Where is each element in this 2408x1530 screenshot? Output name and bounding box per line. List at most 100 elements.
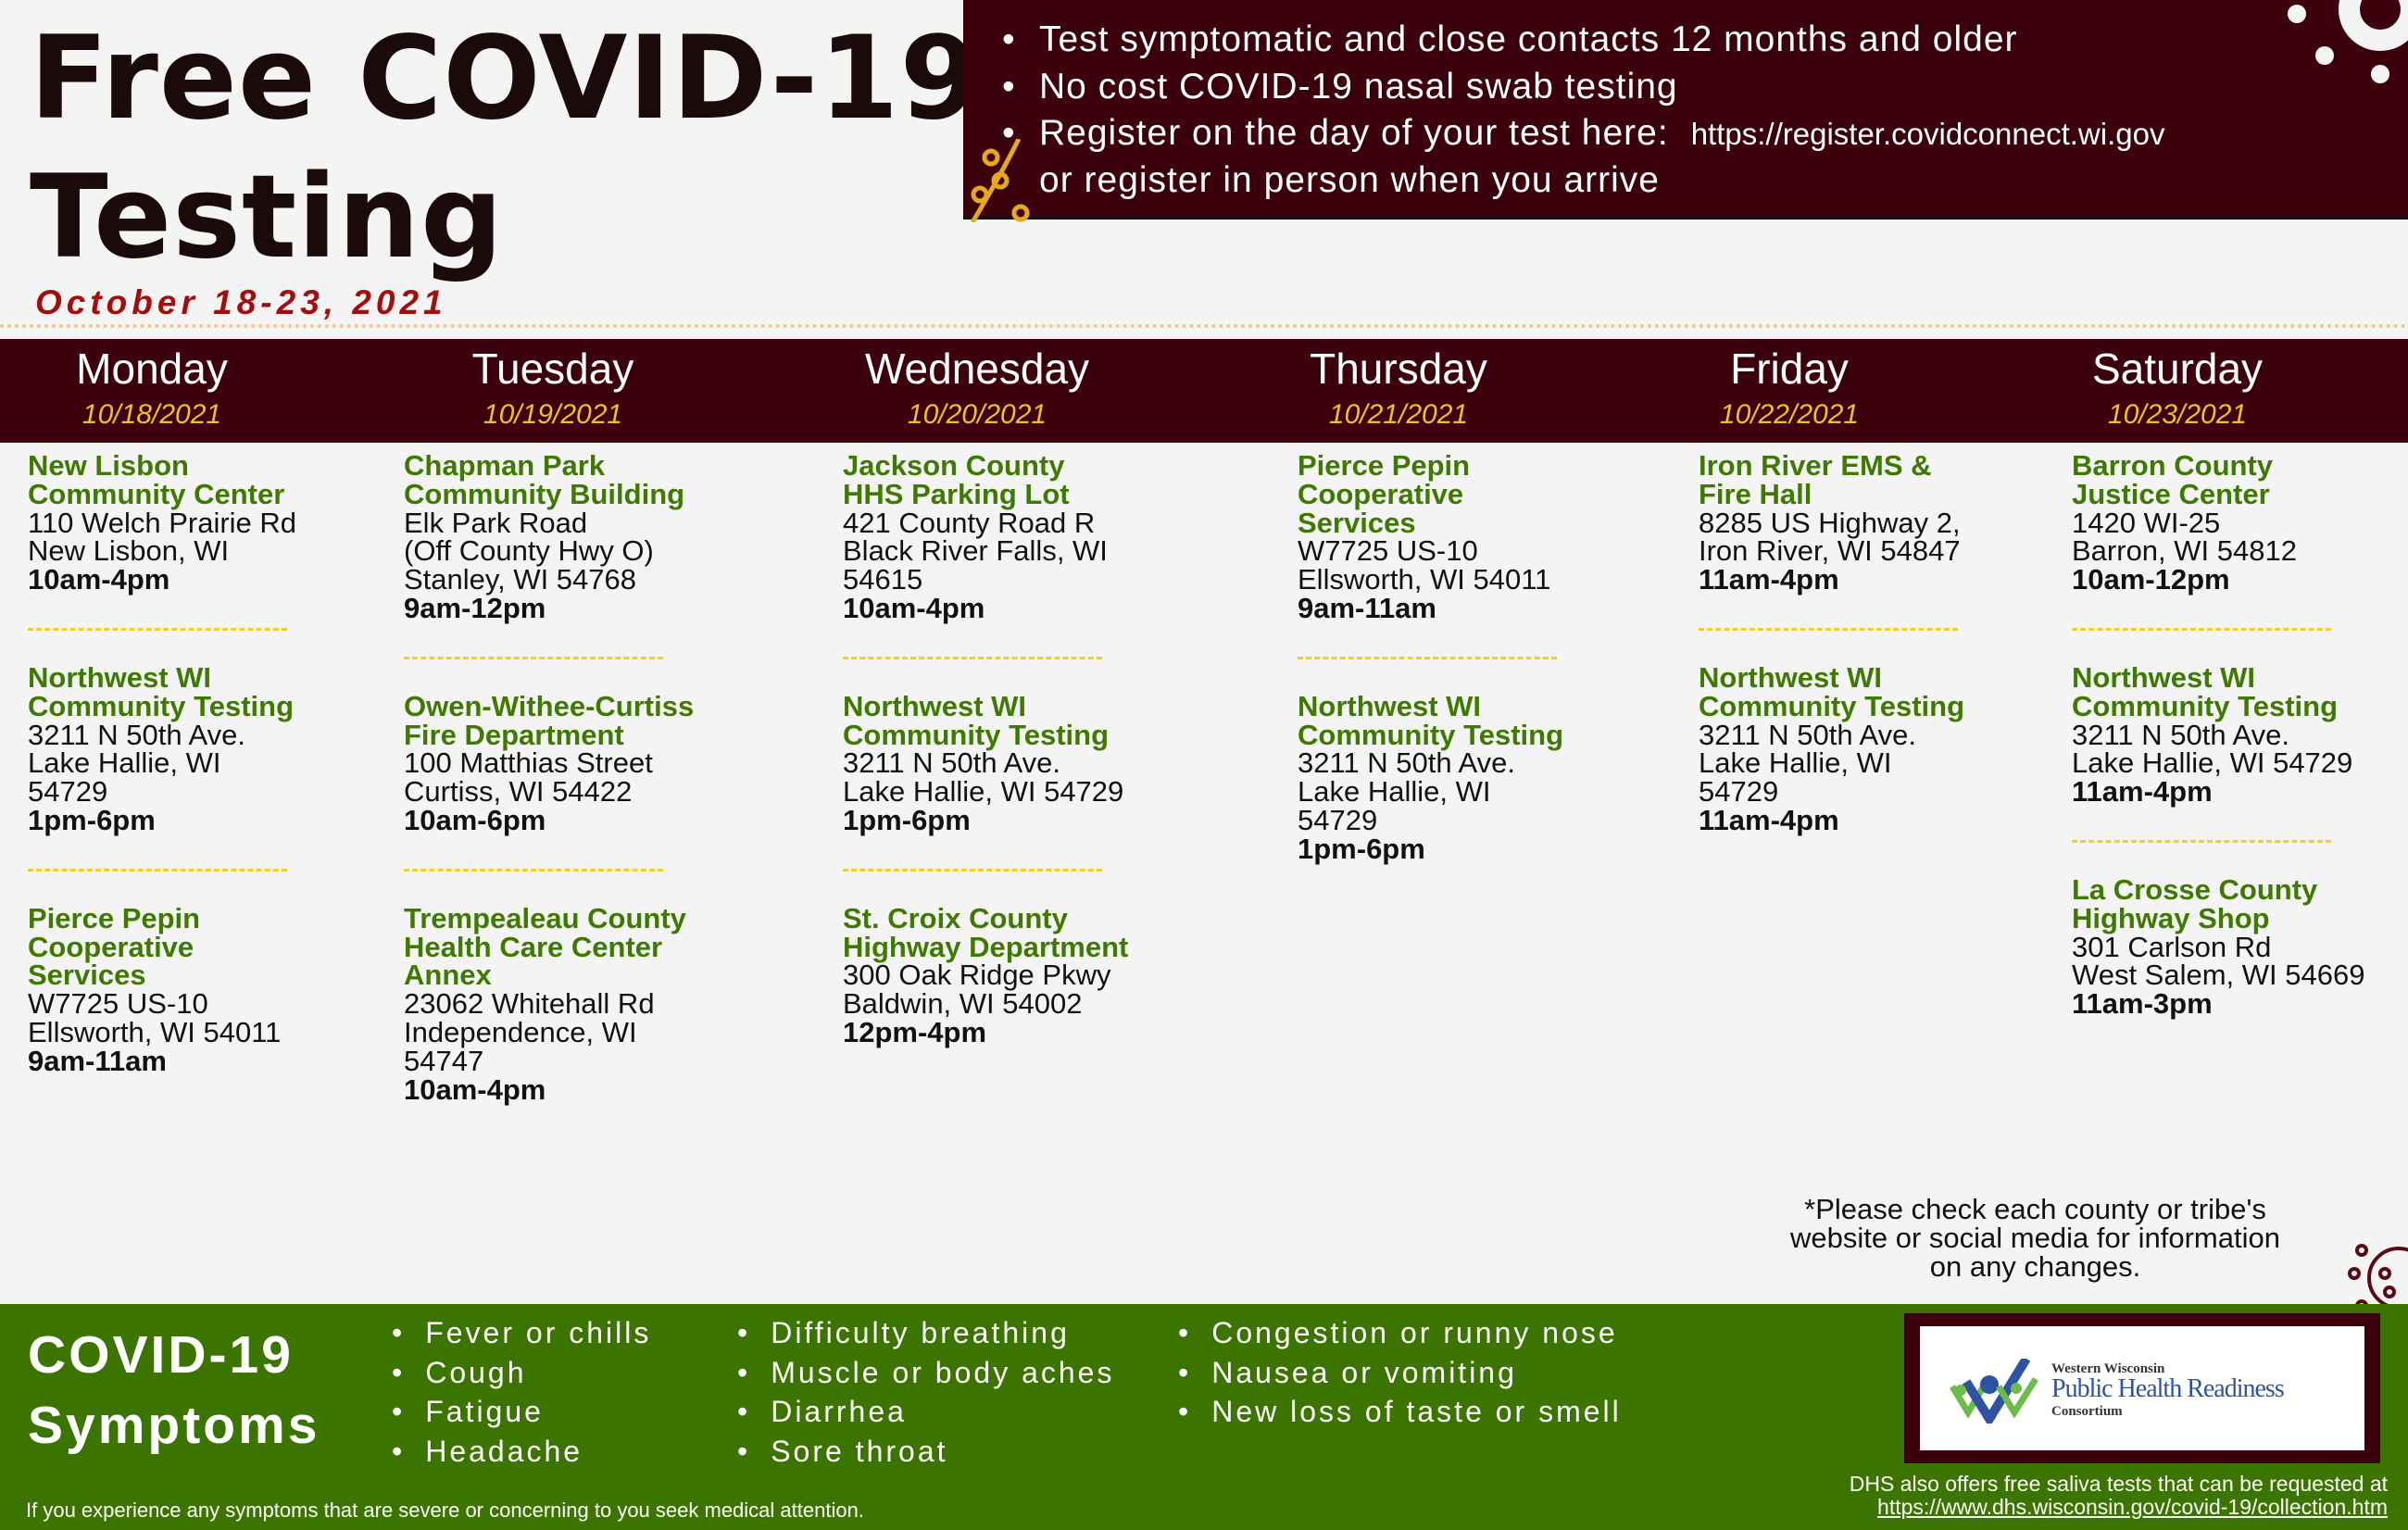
site-name: Northwest WI — [28, 660, 212, 694]
dashed-separator — [843, 656, 1102, 659]
testing-site: Owen-Withee-Curtiss Fire Department 100 Ma… — [404, 692, 694, 835]
site-address: 1420 WI-25 — [2072, 506, 2221, 539]
site-name: Cooperative — [28, 930, 194, 963]
site-hours: 9am-11am — [1298, 591, 1436, 624]
site-name: Northwest WI — [1699, 660, 1883, 694]
site-address: Black River Falls, WI — [843, 534, 1108, 568]
site-name: Community Testing — [2072, 689, 2339, 722]
dashed-separator — [2072, 839, 2331, 843]
testing-site: Chapman Park Community Building Elk Park R… — [404, 451, 694, 623]
site-address: 3211 N 50th Ave. — [1298, 746, 1515, 780]
day-name: Friday — [1730, 345, 1849, 393]
page-title: Free COVID-19 Testing — [30, 12, 981, 284]
day-header-friday: Friday 10/22/2021 — [1595, 339, 1984, 432]
dhs-link[interactable]: https://www.dhs.wisconsin.gov/covid-19/c… — [1877, 1495, 2388, 1519]
site-address: (Off County Hwy O) — [404, 534, 654, 568]
dashed-separator — [404, 656, 663, 659]
day-header-saturday: Saturday 10/23/2021 — [1983, 339, 2372, 432]
testing-site: Northwest WI Community Testing 3211 N 50th… — [2072, 660, 2364, 807]
site-address: Iron River, WI 54847 — [1699, 534, 1961, 568]
site-address: West Salem, WI 54669 — [2072, 959, 2365, 992]
site-address: Barron, WI 54812 — [2072, 534, 2297, 568]
site-name: Highway Department — [843, 930, 1129, 963]
date-range: October 18-23, 2021 — [35, 283, 447, 321]
site-name: St. Croix County — [843, 901, 1068, 934]
testing-site: La Crosse County Highway Shop 301 Carlson … — [2072, 875, 2365, 1019]
site-hours: 12pm-4pm — [843, 1015, 987, 1048]
site-name: Pierce Pepin — [1298, 449, 1471, 482]
day-date: 10/21/2021 — [1328, 399, 1469, 430]
site-hours: 10am-12pm — [2072, 563, 2230, 596]
day-date: 10/22/2021 — [1719, 399, 1860, 430]
testing-site: Northwest WI Community Testing 3211 N 50th… — [843, 689, 1128, 836]
site-hours: 10am-4pm — [404, 1072, 546, 1106]
day-header-thursday: Thursday 10/21/2021 — [1204, 339, 1593, 432]
site-name: Highway Shop — [2072, 901, 2270, 934]
day-name: Tuesday — [471, 345, 634, 393]
day-column: Barron County Justice Center 1420 WI-25 Bar… — [2072, 451, 2365, 1019]
site-name: Community Testing — [1298, 718, 1564, 751]
testing-site: St. Croix County Highway Department 300 Oa… — [843, 901, 1129, 1048]
testing-site: Northwest WI Community Testing 3211 N 50th… — [1298, 692, 1564, 865]
site-address: Independence, WI — [404, 1015, 637, 1048]
site-name: Health Care Center — [404, 930, 663, 963]
site-address: 300 Oak Ridge Pkwy — [843, 959, 1111, 992]
testing-site: New Lisbon Community Center 110 Welch Prai… — [28, 449, 297, 596]
testing-site: Pierce Pepin Cooperative Services W7725 US-… — [1298, 449, 1563, 624]
day-date: 10/18/2021 — [82, 399, 222, 430]
day-name: Monday — [76, 345, 228, 393]
site-name: Northwest WI — [2072, 660, 2256, 694]
site-name: Community Center — [28, 477, 285, 510]
site-name: Annex — [404, 959, 492, 992]
site-address: 54729 — [28, 775, 108, 809]
site-address: Ellsworth, WI 54011 — [1298, 563, 1551, 596]
symptoms-list: Congestion or runny noseNausea or vomiti… — [1178, 1313, 1622, 1432]
site-name: Services — [28, 959, 146, 992]
site-name: New Lisbon — [28, 449, 189, 482]
day-name: Thursday — [1310, 345, 1487, 393]
day-name: Saturday — [2091, 345, 2264, 393]
dashed-separator — [1298, 656, 1557, 659]
site-address: Lake Hallie, WI — [28, 746, 221, 780]
site-address: 23062 Whitehall Rd — [404, 987, 655, 1021]
day-header-monday: Monday 10/18/2021 — [0, 339, 346, 432]
site-address: 110 Welch Prairie Rd — [28, 506, 297, 539]
day-header-band: Monday 10/18/2021 Tuesday 10/19/2021 Wednesd… — [0, 339, 2408, 443]
testing-site: Pierce Pepin Cooperative Services W7725 US-… — [28, 901, 296, 1076]
testing-site: Trempealeau County Health Care Center Anne… — [404, 904, 694, 1106]
checkmark-people-icon — [1950, 1359, 2038, 1423]
testing-site: Barron County Justice Center 1420 WI-25 Bar… — [2072, 451, 2364, 596]
site-address: Baldwin, WI 54002 — [843, 987, 1083, 1021]
site-name: Justice Center — [2072, 477, 2270, 510]
dashed-separator — [28, 868, 287, 872]
site-address: 8285 US Highway 2, — [1699, 506, 1961, 539]
site-address: 3211 N 50th Ave. — [28, 718, 245, 751]
site-address: New Lisbon, WI — [28, 534, 230, 568]
register-link[interactable]: https://register.covidconnect.wi.gov — [1690, 117, 2165, 151]
day-date: 10/20/2021 — [907, 399, 1047, 430]
site-name: Pierce Pepin — [28, 901, 201, 934]
symptoms-title: COVID-19 Symptoms — [28, 1325, 320, 1455]
site-address: Curtiss, WI 54422 — [404, 775, 633, 809]
day-column: Jackson County HHS Parking Lot 421 County … — [843, 449, 1129, 1048]
site-name: Community Testing — [1699, 689, 1965, 722]
site-hours: 10am-4pm — [28, 563, 170, 596]
site-address: Lake Hallie, WI 54729 — [843, 775, 1124, 809]
dhs-saliva-note: DHS also offers free saliva tests that c… — [1849, 1472, 2388, 1519]
site-hours: 1pm-6pm — [843, 803, 971, 836]
site-address: 421 County Road R — [843, 506, 1096, 539]
site-address: 3211 N 50th Ave. — [2072, 718, 2289, 751]
site-address: Ellsworth, WI 54011 — [28, 1015, 282, 1048]
symptoms-list: Difficulty breathingMuscle or body aches… — [737, 1313, 1114, 1471]
site-address: Elk Park Road — [404, 506, 588, 539]
info-list: Test symptomatic and close contacts 12 m… — [1039, 17, 2164, 204]
site-address: 100 Matthias Street — [404, 746, 653, 780]
site-hours: 1pm-6pm — [1298, 832, 1425, 865]
site-name: Northwest WI — [843, 689, 1027, 722]
dashed-separator — [2072, 627, 2331, 631]
site-name: Fire Department — [404, 718, 624, 751]
site-name: Community Building — [404, 477, 685, 510]
site-address: 54729 — [1699, 775, 1779, 809]
site-name: Community Testing — [843, 718, 1110, 751]
site-name: Jackson County — [843, 449, 1065, 482]
